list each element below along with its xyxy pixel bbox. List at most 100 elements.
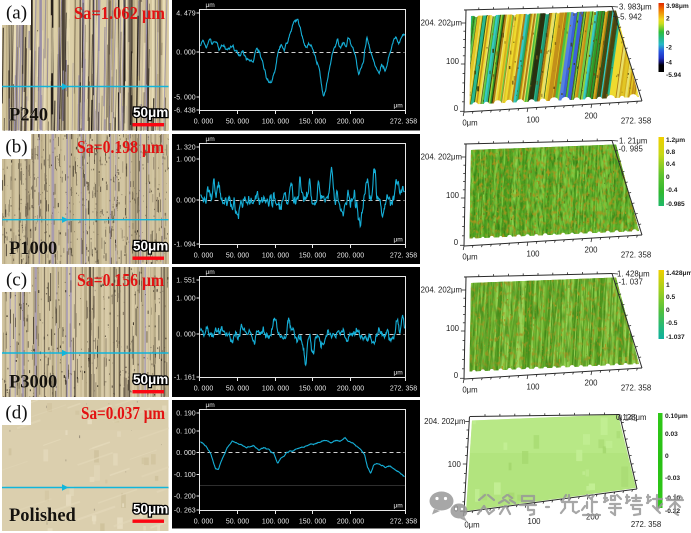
svg-text:1. 428μm: 1. 428μm xyxy=(617,269,650,278)
svg-text:272. 358: 272. 358 xyxy=(389,252,416,259)
svg-text:272. 358: 272. 358 xyxy=(631,519,661,528)
svg-text:50μm: 50μm xyxy=(133,105,168,120)
svg-text:200: 200 xyxy=(586,512,600,521)
svg-text:-5.94: -5.94 xyxy=(666,72,681,79)
svg-text:μm: μm xyxy=(393,369,403,376)
svg-text:-0. 100: -0. 100 xyxy=(173,472,195,479)
svg-text:-1. 161: -1. 161 xyxy=(173,374,195,381)
svg-text:-0.10: -0.10 xyxy=(665,495,680,502)
svg-text:-0. 985: -0. 985 xyxy=(619,144,644,153)
svg-text:200. 000: 200. 000 xyxy=(336,518,363,525)
svg-text:50μm: 50μm xyxy=(133,238,168,253)
svg-text:100: 100 xyxy=(446,190,460,199)
svg-text:150. 000: 150. 000 xyxy=(298,119,325,126)
svg-text:0. 000: 0. 000 xyxy=(193,119,213,126)
svg-text:100. 000: 100. 000 xyxy=(261,119,288,126)
svg-text:1.2μm: 1.2μm xyxy=(666,137,685,144)
svg-text:204. 202μm: 204. 202μm xyxy=(421,152,462,161)
svg-text:272. 358: 272. 358 xyxy=(389,385,416,392)
svg-text:-4: -4 xyxy=(666,60,672,67)
svg-text:50. 000: 50. 000 xyxy=(225,518,248,525)
svg-text:1. 000: 1. 000 xyxy=(176,156,196,163)
svg-text:50. 000: 50. 000 xyxy=(225,119,248,126)
svg-text:0.03: 0.03 xyxy=(665,431,678,438)
svg-text:0: 0 xyxy=(666,30,670,37)
svg-text:1. 551: 1. 551 xyxy=(176,277,196,284)
svg-text:272. 358: 272. 358 xyxy=(389,518,416,525)
svg-text:0: 0 xyxy=(454,238,459,247)
svg-text:0. 000: 0. 000 xyxy=(193,252,213,259)
svg-text:0.5: 0.5 xyxy=(666,294,675,301)
svg-text:0.4: 0.4 xyxy=(666,161,675,168)
svg-text:Sa=0.198 μm: Sa=0.198 μm xyxy=(77,137,164,157)
svg-text:100. 000: 100. 000 xyxy=(261,518,288,525)
svg-text:0. 100: 0. 100 xyxy=(176,428,196,435)
svg-text:0. 000: 0. 000 xyxy=(193,385,213,392)
svg-text:μm: μm xyxy=(205,2,215,9)
svg-text:0μm: 0μm xyxy=(462,252,477,261)
svg-text:(d): (d) xyxy=(5,402,27,423)
svg-text:Sa=1.062 μm: Sa=1.062 μm xyxy=(74,3,165,23)
svg-text:0.128μm: 0.128μm xyxy=(616,413,647,422)
svg-text:P1000: P1000 xyxy=(9,239,57,259)
svg-text:Sa=0.037 μm: Sa=0.037 μm xyxy=(81,403,165,423)
svg-text:μm: μm xyxy=(205,402,215,409)
svg-text:(c): (c) xyxy=(6,269,27,290)
svg-text:0. 000: 0. 000 xyxy=(176,50,196,57)
svg-text:-1.037: -1.037 xyxy=(666,334,685,341)
svg-text:P240: P240 xyxy=(9,106,48,126)
svg-text:100: 100 xyxy=(446,57,460,66)
svg-text:1: 1 xyxy=(666,282,670,289)
svg-text:0.8: 0.8 xyxy=(666,149,675,156)
svg-text:0: 0 xyxy=(665,453,669,460)
svg-text:50μm: 50μm xyxy=(133,501,168,516)
svg-text:150. 000: 150. 000 xyxy=(298,518,325,525)
svg-text:100: 100 xyxy=(526,115,540,124)
svg-text:3.98μm: 3.98μm xyxy=(666,3,689,10)
svg-text:272. 358: 272. 358 xyxy=(621,383,651,392)
svg-text:0.10μm: 0.10μm xyxy=(665,413,688,420)
svg-text:-5. 000: -5. 000 xyxy=(173,95,195,102)
svg-text:-0.5: -0.5 xyxy=(666,320,678,327)
svg-text:100: 100 xyxy=(527,516,541,525)
svg-text:100: 100 xyxy=(526,382,540,391)
svg-text:-0. 200: -0. 200 xyxy=(173,493,195,500)
svg-text:100: 100 xyxy=(446,323,460,332)
svg-text:μm: μm xyxy=(205,269,215,276)
svg-text:200. 000: 200. 000 xyxy=(336,119,363,126)
svg-text:0: 0 xyxy=(666,307,670,314)
svg-text:μm: μm xyxy=(393,502,403,509)
svg-text:0μm: 0μm xyxy=(462,118,477,127)
svg-text:1. 21μm: 1. 21μm xyxy=(619,136,647,145)
svg-text:μm: μm xyxy=(393,236,403,243)
svg-text:272. 358: 272. 358 xyxy=(389,119,416,126)
svg-text:150. 000: 150. 000 xyxy=(298,385,325,392)
svg-text:204. 202μm: 204. 202μm xyxy=(421,285,462,294)
svg-text:μm: μm xyxy=(393,103,403,110)
svg-text:272. 358: 272. 358 xyxy=(621,116,651,125)
svg-text:50μm: 50μm xyxy=(133,372,168,387)
svg-text:-0.22: -0.22 xyxy=(665,508,680,515)
svg-text:100. 000: 100. 000 xyxy=(261,252,288,259)
svg-text:200. 000: 200. 000 xyxy=(336,252,363,259)
svg-text:0μm: 0μm xyxy=(462,385,477,394)
svg-text:0. 000: 0. 000 xyxy=(176,450,196,457)
svg-text:100: 100 xyxy=(448,460,462,469)
svg-text:0μm: 0μm xyxy=(464,520,479,529)
svg-text:200: 200 xyxy=(584,111,598,120)
svg-text:-1. 037: -1. 037 xyxy=(619,277,643,286)
svg-text:-6. 438: -6. 438 xyxy=(173,108,195,115)
svg-text:200. 000: 200. 000 xyxy=(336,385,363,392)
svg-text:-5. 942: -5. 942 xyxy=(618,13,642,22)
svg-text:1. 320: 1. 320 xyxy=(176,144,196,151)
svg-text:50. 000: 50. 000 xyxy=(225,385,248,392)
svg-text:-2: -2 xyxy=(666,45,672,52)
svg-text:0: 0 xyxy=(666,174,670,181)
svg-text:Sa=0.156 μm: Sa=0.156 μm xyxy=(77,270,164,290)
svg-text:2: 2 xyxy=(666,16,670,23)
svg-text:(b): (b) xyxy=(5,136,27,157)
svg-text:204. 202μm: 204. 202μm xyxy=(421,19,462,28)
svg-text:1.428μm: 1.428μm xyxy=(666,270,691,277)
svg-text:-0.03: -0.03 xyxy=(665,475,680,482)
svg-text:200: 200 xyxy=(584,378,598,387)
